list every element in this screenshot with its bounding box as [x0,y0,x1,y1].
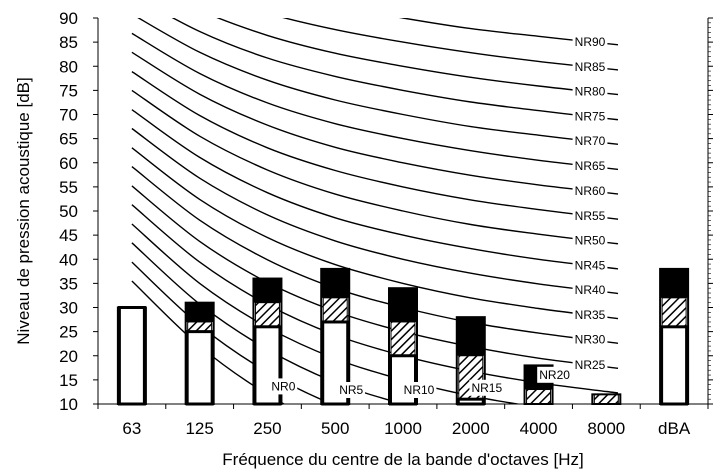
bar-hatch-segment [526,389,552,405]
nr-curve-label: NR35 [575,308,606,322]
nr-curve-label: NR20 [539,368,570,382]
nr-label-bg [572,133,608,150]
nr-label-bg [401,382,437,398]
y-tick-label: 75 [59,81,78,100]
nr-label-bg [572,282,608,299]
nr-label-bg [572,207,608,224]
nr-label-bg [269,378,298,395]
bar-high-segment [456,317,485,356]
nr-label-bg [572,108,608,125]
y-tick-label: 40 [59,250,78,269]
nr-curve-label: NR40 [575,283,606,297]
bar-high-segment [389,288,417,322]
nr-curve-label: NR10 [404,383,435,397]
y-tick-label: 70 [59,106,78,125]
nr-curve-label: NR25 [575,358,606,372]
nr-curve-label: NR0 [271,379,295,393]
bar-hatch-segment [593,393,619,405]
y-tick-label: 65 [59,130,78,149]
bar-high-segment [185,302,214,322]
nr-label-bg [572,257,608,274]
y-tick-label: 60 [59,154,78,173]
nr-curve [131,147,619,320]
y-tick-label: 25 [59,323,78,342]
bar-high-segment [321,268,350,298]
nr-label-bg [572,158,608,175]
nr-curve-label: NR90 [575,35,606,49]
x-tick-label: 125 [185,419,213,438]
x-tick-label: 63 [122,419,141,438]
nr-label-bg [572,307,608,324]
nr-curve [131,71,619,220]
nr-curve-label: NR80 [575,85,606,99]
nr-curve-label: NR30 [575,333,606,347]
nr-label-bg [572,83,608,100]
nr-label-bg [572,232,608,249]
y-axis-title: Niveau de pression acoustique [dB] [14,77,33,344]
bar-hatch-segment [661,297,687,328]
y-tick-label: 50 [59,202,78,221]
y-tick-label: 45 [59,226,78,245]
y-tick-label: 90 [59,9,78,28]
x-tick-label: 8000 [587,419,625,438]
nr-curve-label: NR70 [575,134,606,148]
bar-low-segment [117,306,146,406]
nr-label-bg [537,366,572,383]
nr-curve-label: NR55 [575,209,606,223]
y-tick-label: 35 [59,274,78,293]
bar-hatch-segment [390,321,416,357]
nr-label-bg [572,58,608,75]
x-tick-label: dBA [658,419,691,438]
nr-curve-label: NR60 [575,184,606,198]
y-tick-label: 15 [59,371,78,390]
x-axis-title: Fréquence du centre de la bande d'octave… [222,450,583,469]
nr-curve [131,32,619,171]
nr-curve-label: NR15 [471,381,502,395]
y-tick-label: 30 [59,299,78,318]
nr-curve [282,18,619,71]
x-tick-label: 500 [321,419,349,438]
nr-label-bg [572,182,608,199]
axes: 10 15 20 25 30 35 40 45 50 55 60 65 70 75 80 85 90 63 125 2… [59,9,713,438]
nr-curve [131,89,619,245]
y-tick-label: 55 [59,178,78,197]
nr-curve [398,18,619,46]
x-tick-label: 4000 [520,419,558,438]
nr-curve [216,18,619,96]
bar-hatch-segment [322,297,348,323]
y-tick-label: 20 [59,347,78,366]
nr-curve [131,51,619,195]
y-tick-label: 10 [59,395,78,414]
nr-curve-label: NR5 [339,383,363,397]
bar-high-segment [660,268,689,298]
y-tick-label: 85 [59,33,78,52]
nr-label-bg [572,33,608,50]
nr-curve-label: NR50 [575,233,606,247]
nr-label-bg [469,379,505,396]
nr-curve-label: NR65 [575,159,606,173]
bar-low-segment [185,330,214,406]
bar-low-segment [660,325,689,406]
x-tick-label: 250 [253,419,281,438]
nr-label-bg [572,356,608,373]
nr-label-bg [337,382,365,398]
bar-hatch-segment [254,302,280,328]
nr-curve-labels: NR0 NR5 NR10 NR15 NR20 NR25 NR30 NR35 NR40 NR45 NR… [269,33,608,398]
nr-label-bg [572,331,608,348]
x-tick-label: 1000 [384,419,422,438]
nr-curve-label: NR75 [575,110,606,124]
y-tick-label: 80 [59,57,78,76]
nr-curve-label: NR85 [575,60,606,74]
nr-curve [171,18,619,121]
x-tick-label: 2000 [452,419,490,438]
bar-high-segment [253,278,282,303]
nr-curve-label: NR45 [575,259,606,273]
